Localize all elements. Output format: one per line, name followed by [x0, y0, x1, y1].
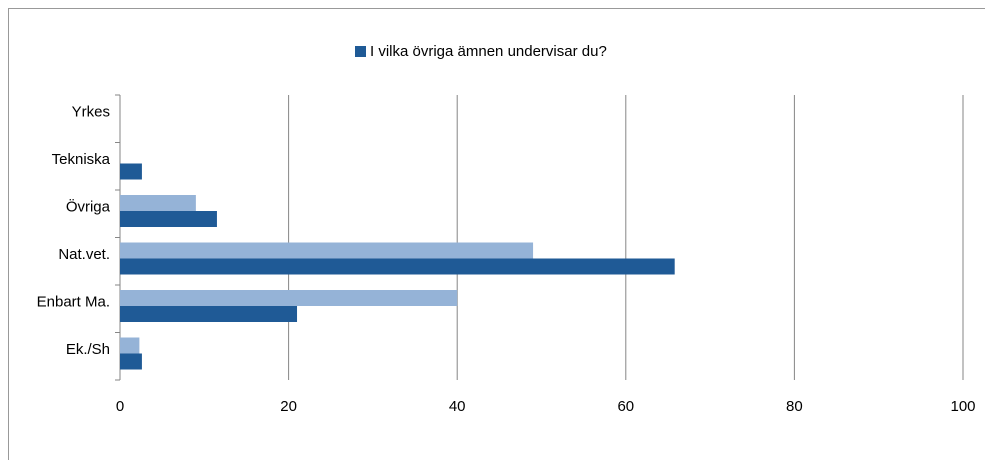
y-tick-label: Övriga — [66, 198, 111, 216]
chart-frame — [8, 8, 985, 460]
bar — [120, 211, 217, 227]
bar — [120, 258, 675, 275]
x-tick-label: 80 — [786, 398, 803, 415]
x-tick-label: 20 — [280, 398, 297, 415]
bar — [120, 337, 140, 354]
legend-swatch — [355, 46, 366, 57]
x-tick-label: 40 — [449, 398, 466, 415]
x-tick-label: 100 — [950, 398, 975, 415]
y-tick-label: Tekniska — [52, 151, 111, 168]
x-tick-label: 60 — [617, 398, 634, 415]
bar — [120, 163, 142, 180]
bar — [120, 306, 298, 322]
y-tick-label: Enbart Ma. — [37, 294, 110, 311]
bar — [120, 290, 458, 306]
bar — [120, 242, 534, 259]
bar — [120, 195, 196, 211]
y-tick-label: Ek./Sh — [66, 341, 110, 358]
y-tick-label: Nat.vet. — [58, 246, 110, 263]
legend-label: I vilka övriga ämnen undervisar du? — [370, 43, 607, 60]
bar — [120, 353, 142, 370]
x-tick-label: 0 — [116, 398, 124, 415]
y-tick-label: Yrkes — [72, 104, 110, 121]
